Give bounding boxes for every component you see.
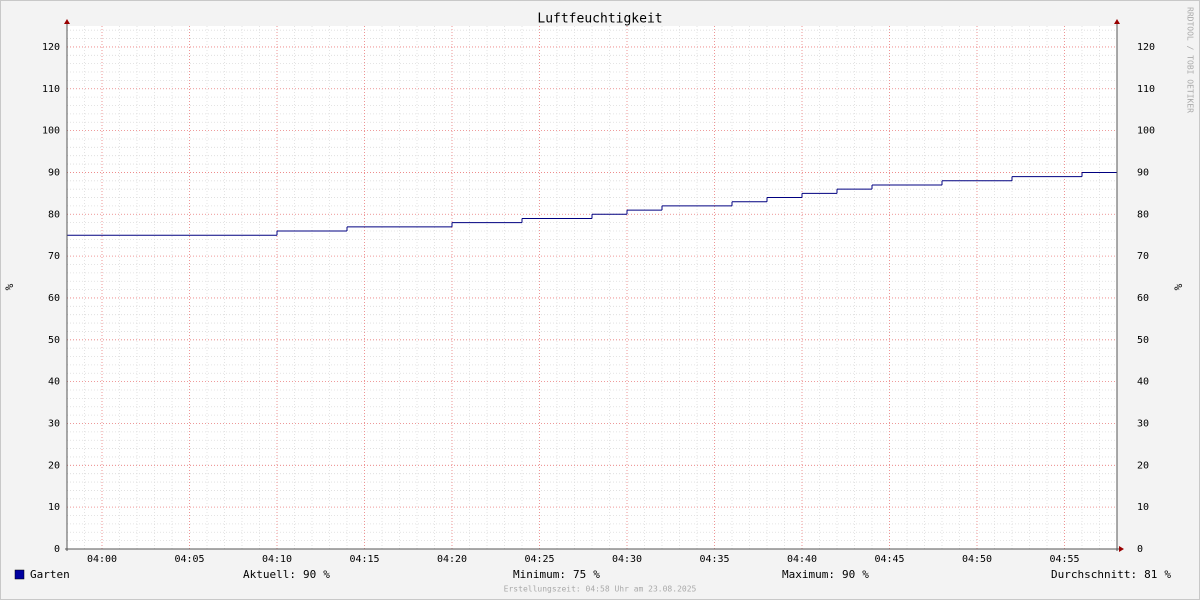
y-tick-label: 120 xyxy=(42,42,60,53)
y2-tick-label: 0 xyxy=(1137,544,1143,555)
y-tick-label: 90 xyxy=(48,167,60,178)
stat-value: 90 xyxy=(842,568,855,581)
y2-tick-label: 80 xyxy=(1137,209,1149,220)
watermark: RRDTOOL / TOBI OETIKER xyxy=(1186,7,1195,113)
y-tick-label: 0 xyxy=(54,544,60,555)
y2-tick-label: 10 xyxy=(1137,502,1149,513)
footer: Erstellungszeit: 04:58 Uhr am 23.08.2025 xyxy=(504,585,697,594)
y2-tick-label: 90 xyxy=(1137,167,1149,178)
y2-tick-label: 30 xyxy=(1137,418,1149,429)
y2-tick-label: 50 xyxy=(1137,335,1149,346)
y-tick-label: 70 xyxy=(48,251,60,262)
x-tick-label: 04:10 xyxy=(262,554,292,565)
y-tick-label: 20 xyxy=(48,460,60,471)
stat-unit: % xyxy=(862,568,869,581)
y-tick-label: 100 xyxy=(42,126,60,137)
axis-arrow xyxy=(1114,19,1120,24)
y-tick-label: 50 xyxy=(48,335,60,346)
x-tick-label: 04:45 xyxy=(874,554,904,565)
stat: Minimum: 75% xyxy=(513,568,600,581)
y2-tick-label: 20 xyxy=(1137,460,1149,471)
y-tick-label: 110 xyxy=(42,84,60,95)
y2-tick-label: 70 xyxy=(1137,251,1149,262)
stat-unit: % xyxy=(323,568,330,581)
axis-arrow xyxy=(1119,546,1124,552)
y-tick-label: 40 xyxy=(48,377,60,388)
x-tick-label: 04:25 xyxy=(524,554,554,565)
stat: Maximum: 90% xyxy=(782,568,869,581)
stat-label: Minimum: xyxy=(513,568,566,581)
x-tick-label: 04:05 xyxy=(174,554,204,565)
stat-value: 75 xyxy=(573,568,586,581)
stat: Aktuell: 90% xyxy=(243,568,330,581)
stat: Durchschnitt: 81% xyxy=(1051,568,1171,581)
y2-tick-label: 120 xyxy=(1137,42,1155,53)
y2-tick-label: 60 xyxy=(1137,293,1149,304)
x-tick-label: 04:30 xyxy=(612,554,642,565)
y-axis-label: % xyxy=(3,283,16,290)
x-tick-label: 04:50 xyxy=(962,554,992,565)
y-tick-label: 10 xyxy=(48,502,60,513)
x-tick-label: 04:20 xyxy=(437,554,467,565)
y-tick-label: 60 xyxy=(48,293,60,304)
y2-tick-label: 100 xyxy=(1137,126,1155,137)
stat-label: Aktuell: xyxy=(243,568,296,581)
x-tick-label: 04:35 xyxy=(699,554,729,565)
stat-unit: % xyxy=(1164,568,1171,581)
y-tick-label: 30 xyxy=(48,418,60,429)
x-tick-label: 04:55 xyxy=(1049,554,1079,565)
stat-value: 90 xyxy=(303,568,316,581)
y2-tick-label: 40 xyxy=(1137,377,1149,388)
x-tick-label: 04:00 xyxy=(87,554,117,565)
y2-tick-label: 110 xyxy=(1137,84,1155,95)
y-tick-label: 80 xyxy=(48,209,60,220)
y2-axis-label: % xyxy=(1172,283,1185,290)
legend-label: Garten xyxy=(30,568,70,581)
legend-swatch xyxy=(14,569,25,580)
x-tick-label: 04:15 xyxy=(349,554,379,565)
stat-label: Maximum: xyxy=(782,568,835,581)
axis-arrow xyxy=(64,19,70,24)
stat-value: 81 xyxy=(1144,568,1157,581)
x-tick-label: 04:40 xyxy=(787,554,817,565)
stat-label: Durchschnitt: xyxy=(1051,568,1137,581)
chart-title: Luftfeuchtigkeit xyxy=(537,12,662,27)
stat-unit: % xyxy=(593,568,600,581)
